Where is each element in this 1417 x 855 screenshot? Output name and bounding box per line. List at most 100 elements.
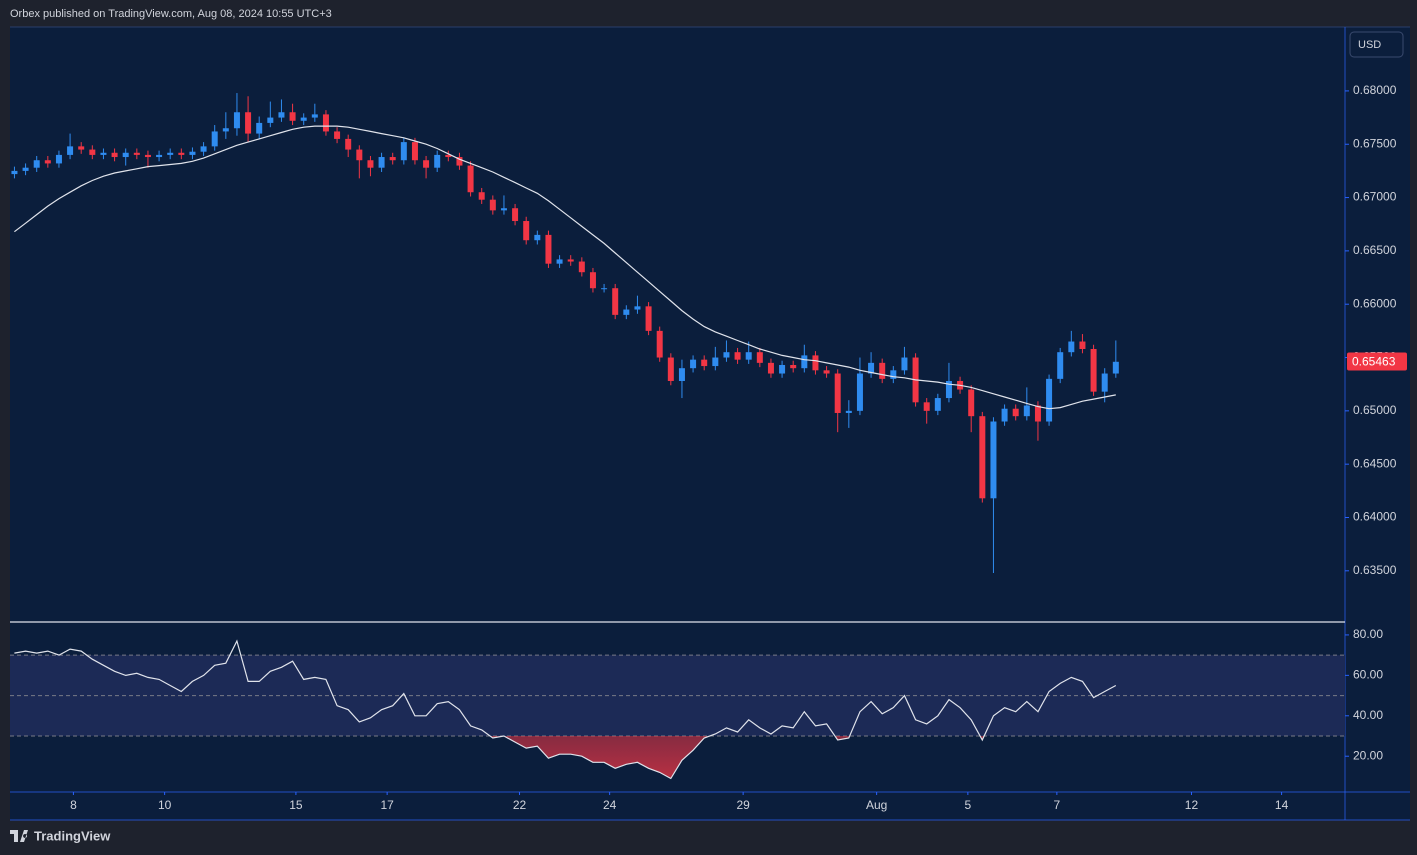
- currency-button[interactable]: [1349, 31, 1404, 58]
- candle-body: [356, 149, 363, 161]
- candle-body: [534, 234, 541, 241]
- oversold-fill: [14, 736, 1116, 779]
- candle-body: [923, 402, 930, 411]
- candle-body: [779, 364, 786, 374]
- candle-body: [556, 259, 563, 264]
- x-tick-label: 10: [158, 798, 172, 812]
- brand-name: TradingView: [34, 828, 111, 843]
- candle-body: [33, 160, 40, 168]
- candle-body: [745, 352, 752, 360]
- candle-body: [345, 138, 352, 150]
- candle-body: [678, 368, 685, 381]
- candle-body: [44, 160, 51, 164]
- candle-body: [589, 272, 596, 289]
- candle-body: [156, 154, 163, 158]
- y-tick-label: 60.00: [1353, 668, 1383, 682]
- x-tick-label: 14: [1275, 798, 1289, 812]
- logo-mark: [10, 830, 28, 842]
- y-tick-label: 0.66500: [1353, 243, 1397, 257]
- last-price-tag: [1347, 352, 1407, 371]
- x-tick-label: 5: [965, 798, 972, 812]
- candle-body: [200, 146, 207, 152]
- candle-body: [812, 355, 819, 371]
- y-tick-label: 0.67500: [1353, 136, 1397, 150]
- candle-body: [67, 146, 74, 155]
- candle-body: [645, 306, 652, 331]
- candle-body: [667, 357, 674, 381]
- candle-body: [211, 131, 218, 147]
- candle-body: [1112, 361, 1119, 374]
- candle-body: [133, 152, 140, 155]
- candle-body: [389, 157, 396, 161]
- last-price-label: 0.65463: [1352, 355, 1396, 369]
- candle-body: [222, 128, 229, 132]
- candle-body: [411, 142, 418, 161]
- candle-body: [990, 421, 997, 499]
- candle-body: [489, 199, 496, 211]
- candle-body: [1012, 408, 1019, 417]
- rsi-line: [14, 639, 1117, 780]
- candle-body: [623, 309, 630, 315]
- x-tick-label: 17: [380, 798, 394, 812]
- candle-body: [823, 370, 830, 374]
- x-tick-label: 24: [603, 798, 617, 812]
- candle-body: [500, 208, 507, 211]
- candle-body: [55, 154, 62, 164]
- candle-body: [178, 152, 185, 155]
- candle-body: [879, 362, 886, 379]
- candle-body: [979, 416, 986, 499]
- candle-body: [1001, 408, 1008, 422]
- candle-body: [723, 352, 730, 358]
- currency-label[interactable]: USD: [1358, 39, 1381, 51]
- candle-body: [111, 152, 118, 158]
- rsi: [14, 639, 1117, 780]
- y-tick-label: 0.64500: [1353, 456, 1397, 470]
- price-axis: [1345, 27, 1410, 792]
- candle-body: [300, 117, 307, 121]
- candle-body: [567, 259, 574, 262]
- candle-body: [423, 160, 430, 168]
- candle-body: [334, 131, 341, 139]
- x-tick-label: 22: [513, 798, 527, 812]
- candle-body: [601, 288, 608, 290]
- y-tick-label: 80.00: [1353, 627, 1383, 641]
- candle-body: [734, 352, 741, 360]
- candle-body: [545, 234, 552, 264]
- candle-body: [856, 373, 863, 411]
- candle-body: [256, 122, 263, 134]
- candle-body: [367, 160, 374, 168]
- y-tick-label: 0.63500: [1353, 563, 1397, 577]
- x-tick-label: 7: [1054, 798, 1061, 812]
- candle-body: [245, 112, 252, 134]
- y-tick-label: 0.65000: [1353, 403, 1397, 417]
- candle-body: [868, 362, 875, 374]
- candle-body: [167, 152, 174, 155]
- candle-body: [278, 112, 285, 118]
- x-tick-label: 8: [70, 798, 77, 812]
- candle-body: [612, 288, 619, 315]
- publisher-note: Orbex published on TradingView.com, Aug …: [10, 8, 332, 20]
- candle-body: [1034, 405, 1041, 422]
- y-tick-label: 0.68000: [1353, 83, 1397, 97]
- candle-body: [712, 357, 719, 367]
- candle-body: [934, 398, 941, 411]
- y-tick-label: 0.67000: [1353, 190, 1397, 204]
- candle-body: [656, 330, 663, 358]
- candle-body: [701, 359, 708, 367]
- candle-body: [467, 165, 474, 193]
- tradingview-logo: [10, 830, 28, 842]
- y-tick-label: 0.66000: [1353, 296, 1397, 310]
- candle-body: [122, 152, 129, 158]
- candle-body: [634, 306, 641, 310]
- candle-body: [434, 154, 441, 168]
- x-tick-label: 12: [1185, 798, 1199, 812]
- candle-body: [289, 112, 296, 121]
- candle-body: [901, 357, 908, 371]
- candles: [11, 93, 1119, 573]
- candle-body: [1023, 405, 1030, 417]
- x-tick-label: 15: [289, 798, 303, 812]
- x-tick-label: Aug: [866, 798, 887, 812]
- y-tick-label: 40.00: [1353, 708, 1383, 722]
- candle-body: [311, 114, 318, 118]
